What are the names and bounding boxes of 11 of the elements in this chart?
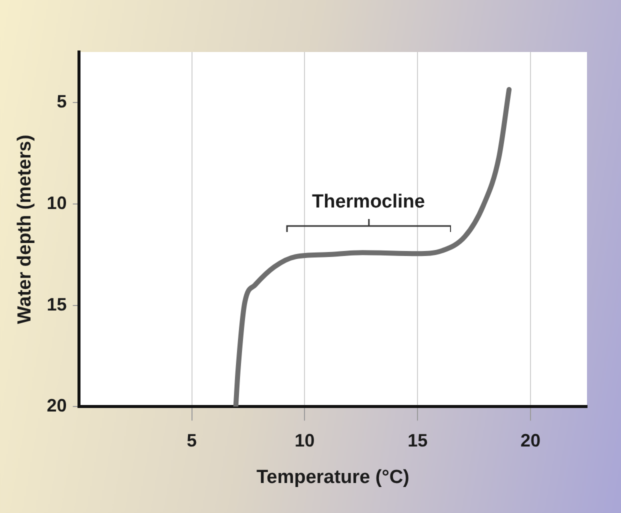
y-tick-label: 5 bbox=[56, 92, 67, 112]
y-tick-label: 15 bbox=[46, 294, 67, 314]
x-tick-label: 10 bbox=[294, 430, 315, 450]
x-tick-label: 20 bbox=[520, 430, 541, 450]
x-axis-title: Temperature (°C) bbox=[256, 466, 410, 488]
y-axis-title: Water depth (meters) bbox=[14, 134, 36, 324]
x-tick-label: 15 bbox=[408, 430, 428, 450]
x-tick-label: 5 bbox=[186, 430, 197, 450]
y-tick-label: 10 bbox=[46, 192, 67, 213]
annotation: Thermocline bbox=[312, 191, 425, 212]
y-tick-label: 20 bbox=[46, 396, 67, 416]
